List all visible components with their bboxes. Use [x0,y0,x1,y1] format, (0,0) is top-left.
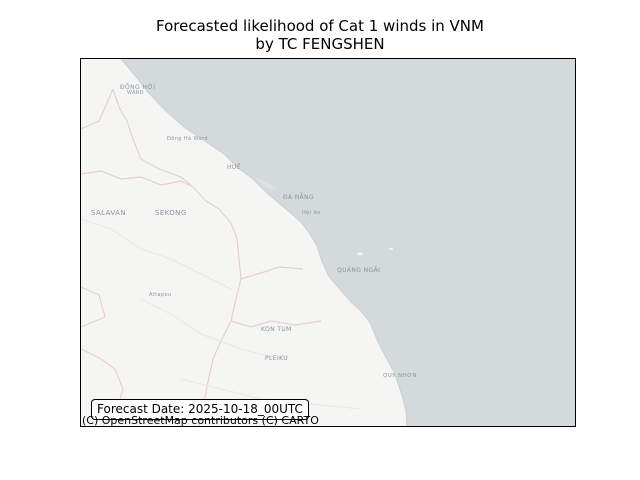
place-label: SEKONG [155,209,187,217]
island [389,248,393,250]
map-attribution: (C) OpenStreetMap contributors (C) CARTO [82,414,319,427]
province-border [240,266,304,280]
place-label: ĐỒNG HỚI [120,82,155,91]
province-border [81,286,106,328]
sea-area [121,59,575,426]
place-label: QUY NHƠN [383,373,417,379]
forecast-date-label: Forecast Date: 2025-10-18_00UTC [91,399,309,420]
chart-title-line-1: Forecasted likelihood of Cat 1 winds in … [156,17,484,35]
province-border [230,320,322,328]
island [357,252,363,256]
national-border [112,88,242,426]
national-border [81,170,194,188]
place-label: QUẢNG NGÃI [337,266,380,274]
place-label: KON TUM [261,326,292,333]
chart-title-line-2: by TC FENGSHEN [255,35,385,53]
province-border [81,88,114,130]
place-label: ĐÀ NẴNG [283,193,314,201]
place-label: PLEIKU [265,355,288,362]
lagoon [253,176,277,191]
place-label: Hội An [302,209,321,216]
place-label: HUẾ [227,163,241,171]
basemap: ĐỒNG HỚI WARD Đồng Hà Ward HUẾ ĐÀ NẴNG H… [81,59,575,426]
place-label: Attapeu [149,292,172,298]
place-label: WARD [127,90,144,96]
map-frame[interactable]: ĐỒNG HỚI WARD Đồng Hà Ward HUẾ ĐÀ NẴNG H… [80,58,576,427]
place-label: Đồng Hà Ward [167,134,208,142]
coastline [120,59,408,426]
place-label: SALAVAN [91,209,126,217]
